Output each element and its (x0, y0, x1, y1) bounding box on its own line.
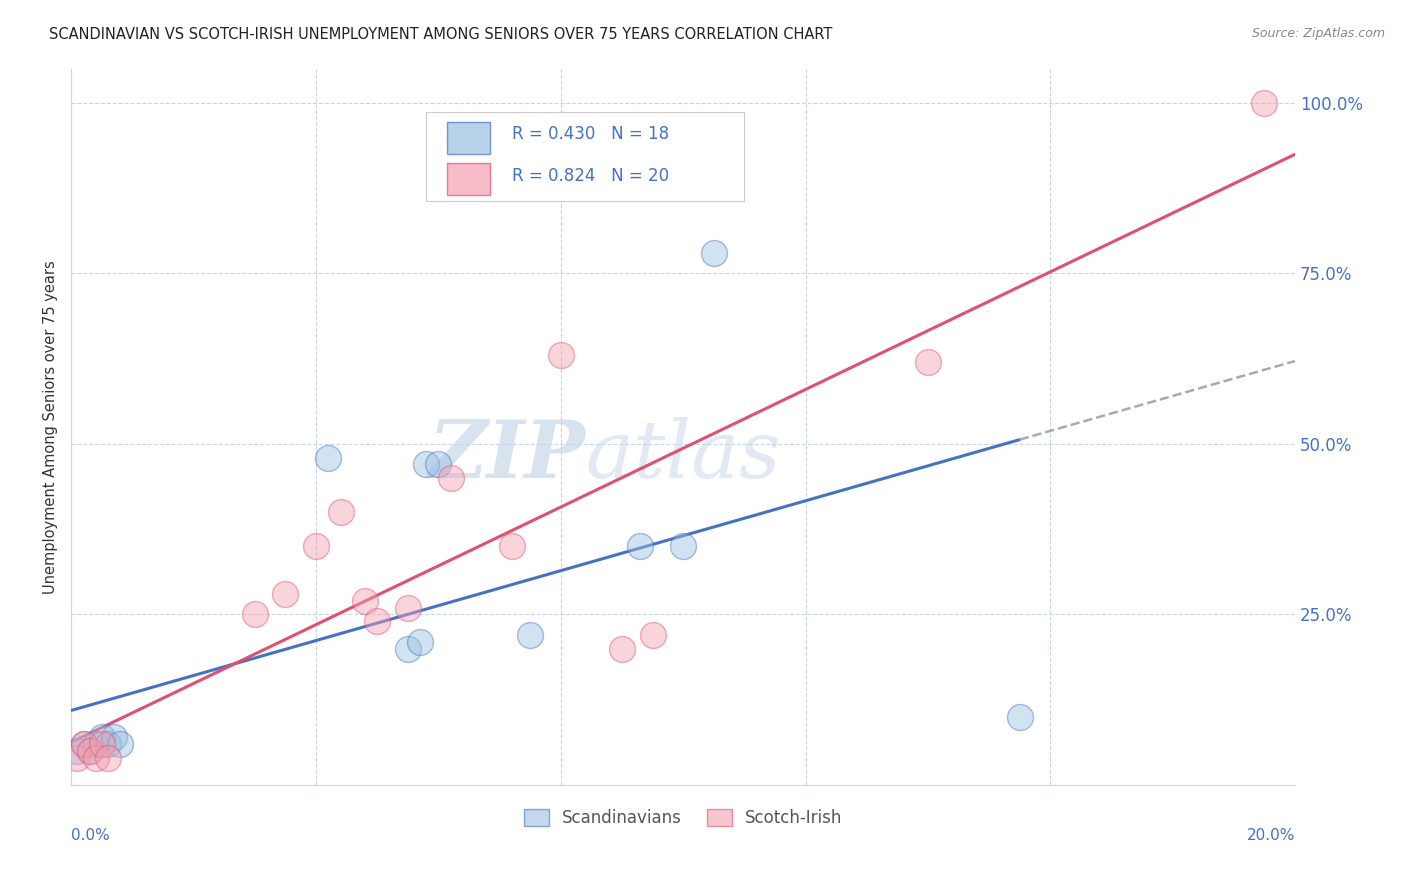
Text: R = 0.824   N = 20: R = 0.824 N = 20 (512, 167, 669, 185)
Text: atlas: atlas (585, 417, 780, 494)
Point (72, 737, 94, 751)
Point (440, 471, 463, 485)
Point (79, 744, 101, 758)
Point (628, 539, 651, 553)
Point (917, 355, 939, 369)
Point (1008, 710, 1031, 724)
Point (90, 731, 112, 745)
Y-axis label: Unemployment Among Seniors over 75 years: Unemployment Among Seniors over 75 years (44, 260, 58, 594)
Point (84, 751, 107, 765)
Point (1253, 95, 1275, 110)
Point (97, 737, 120, 751)
Text: 0.0%: 0.0% (72, 828, 110, 843)
Point (396, 641, 419, 656)
Point (274, 587, 297, 601)
Point (641, 628, 664, 642)
Point (329, 505, 352, 519)
Text: R = 0.430   N = 18: R = 0.430 N = 18 (512, 126, 669, 144)
Point (610, 641, 633, 656)
Point (396, 600, 419, 615)
Text: SCANDINAVIAN VS SCOTCH-IRISH UNEMPLOYMENT AMONG SENIORS OVER 75 YEARS CORRELATIO: SCANDINAVIAN VS SCOTCH-IRISH UNEMPLOYMEN… (49, 27, 832, 42)
FancyBboxPatch shape (447, 163, 489, 195)
Point (305, 539, 328, 553)
Point (703, 245, 725, 260)
Point (84, 737, 107, 751)
Point (243, 607, 266, 622)
Point (103, 731, 125, 745)
Text: 20.0%: 20.0% (1247, 828, 1295, 843)
Legend: Scandinavians, Scotch-Irish: Scandinavians, Scotch-Irish (517, 803, 849, 834)
FancyBboxPatch shape (426, 112, 744, 201)
Point (501, 539, 523, 553)
Point (97, 751, 120, 765)
Point (72, 737, 94, 751)
Point (79, 744, 101, 758)
Point (427, 458, 450, 472)
Point (409, 634, 432, 648)
Point (110, 737, 132, 751)
Point (90, 737, 112, 751)
Text: ZIP: ZIP (429, 417, 585, 494)
Point (66, 744, 89, 758)
Point (672, 539, 695, 553)
Point (415, 458, 437, 472)
Point (354, 594, 377, 608)
Point (66, 751, 89, 765)
Point (366, 615, 388, 629)
FancyBboxPatch shape (447, 121, 489, 153)
Point (519, 628, 541, 642)
Point (550, 348, 572, 362)
Text: Source: ZipAtlas.com: Source: ZipAtlas.com (1251, 27, 1385, 40)
Point (316, 450, 339, 465)
